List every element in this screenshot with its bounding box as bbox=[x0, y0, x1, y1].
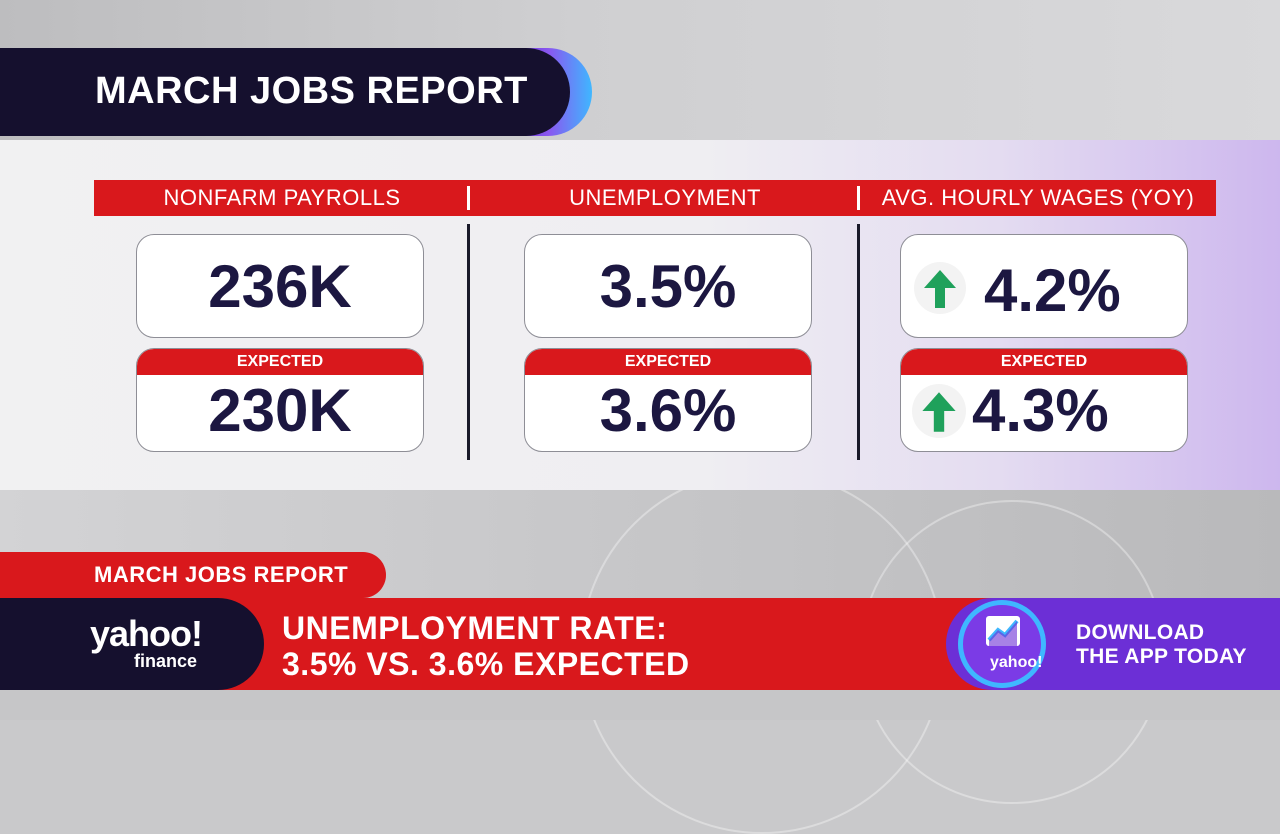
expected-header bbox=[525, 349, 811, 375]
headline-line-1: UNEMPLOYMENT RATE: bbox=[282, 610, 668, 646]
expected-label: EXPECTED bbox=[1000, 353, 1088, 370]
metrics-header-bar bbox=[94, 180, 1216, 216]
expected-header bbox=[901, 349, 1187, 375]
lower-third-tag-label: MARCH JOBS REPORT bbox=[94, 562, 349, 587]
expected-header bbox=[137, 349, 423, 375]
payrolls-expected-value: 230K bbox=[208, 377, 352, 444]
trend-chart-icon bbox=[986, 612, 1020, 653]
header-nonfarm-payrolls: NONFARM PAYROLLS bbox=[163, 185, 401, 210]
header-separator bbox=[467, 186, 470, 210]
unemployment-expected-value: 3.6% bbox=[599, 377, 737, 444]
header-avg-hourly-wages: AVG. HOURLY WAGES (YOY) bbox=[881, 185, 1195, 210]
unemployment-expected-card: EXPECTED bbox=[524, 348, 812, 452]
cta-line-2: THE APP TODAY bbox=[1076, 645, 1247, 668]
unemployment-actual-card bbox=[524, 234, 812, 338]
payrolls-actual-value: 236K bbox=[208, 253, 352, 320]
header-unemployment: UNEMPLOYMENT bbox=[569, 185, 761, 210]
finance-logo-text: finance bbox=[134, 651, 198, 671]
cta-line-1: DOWNLOAD bbox=[1076, 621, 1205, 644]
header-separator bbox=[857, 186, 860, 210]
title-banner bbox=[0, 48, 570, 136]
payrolls-expected-card: EXPECTED bbox=[136, 348, 424, 452]
bottom-strip bbox=[0, 690, 1280, 720]
lower-third-tag bbox=[0, 552, 386, 598]
payrolls-actual-card bbox=[136, 234, 424, 338]
column-divider bbox=[467, 224, 470, 460]
up-arrow-icon bbox=[912, 384, 966, 443]
yahoo-logo-text: yahoo! bbox=[90, 613, 203, 654]
wages-expected-value: 4.3% bbox=[972, 377, 1109, 444]
report-title: MARCH JOBS REPORT bbox=[95, 70, 528, 112]
lower-third-headline: UNEMPLOYMENT RATE: 3.5% VS. 3.6% EXPECTE… bbox=[282, 610, 690, 682]
headline-line-2: 3.5% VS. 3.6% EXPECTED bbox=[282, 646, 690, 682]
column-divider bbox=[857, 224, 860, 460]
yahoo-finance-logo bbox=[0, 598, 264, 690]
app-yahoo-logo: yahoo! bbox=[990, 654, 1043, 671]
up-arrow-icon bbox=[914, 262, 966, 319]
wages-actual-value: 4.2% bbox=[984, 257, 1121, 324]
expected-label: EXPECTED bbox=[236, 353, 324, 370]
expected-label: EXPECTED bbox=[624, 353, 712, 370]
unemployment-actual-value: 3.5% bbox=[599, 253, 737, 320]
download-app-cta: DOWNLOAD THE APP TODAY bbox=[1076, 621, 1247, 669]
